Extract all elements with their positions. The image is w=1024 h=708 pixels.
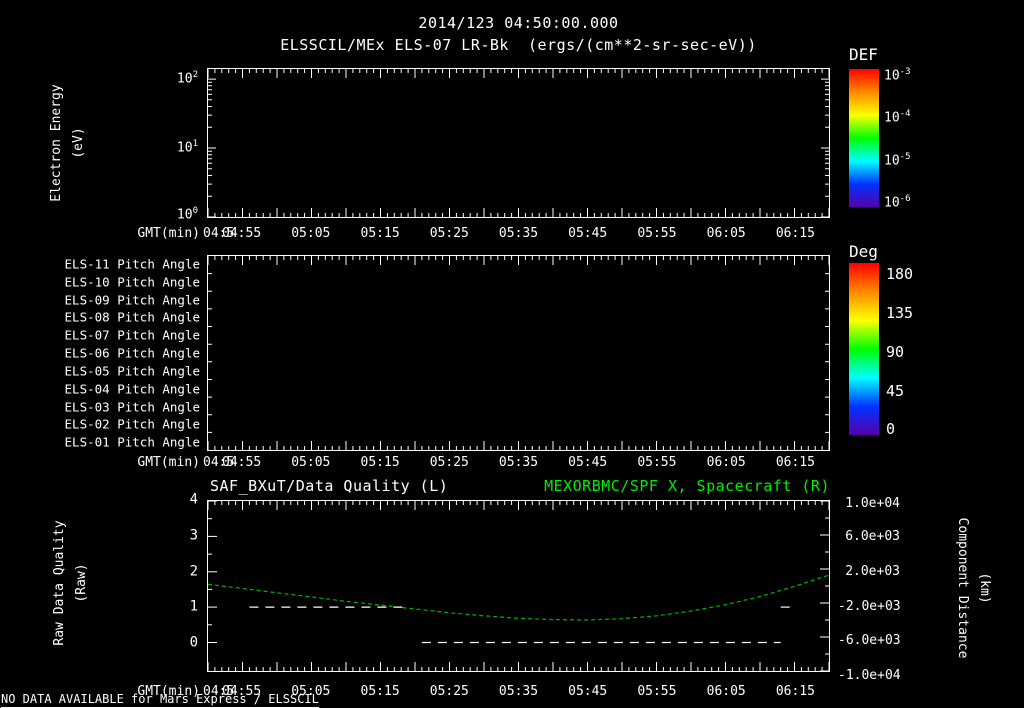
pitch-angle-row-label: ELS-09 Pitch Angle <box>64 292 200 307</box>
deg-colorbar-tick-label: 180 <box>886 264 914 283</box>
pitch-angle-row-label: ELS-10 Pitch Angle <box>64 274 200 290</box>
pitch-angle-row-label: ELS-11 Pitch Angle <box>64 256 200 272</box>
xaxis-tick-label: 06:15 <box>775 455 815 470</box>
plot-area <box>208 256 829 450</box>
xaxis-first-tick-label: 04:5 <box>203 684 235 699</box>
spacecraft-x-curve <box>208 574 829 621</box>
plot-area <box>208 69 829 217</box>
xaxis-row-panel3: GMT(min) 04:5 04:55 05:05 05:15 05:25 05:35 0… <box>0 684 1024 700</box>
deg-colorbar-title: Deg <box>849 242 878 261</box>
p3-left-ylabel-line2: (Raw) <box>73 563 89 603</box>
def-colorbar-tick-label: 10-5 <box>884 152 911 169</box>
p1-ylabel-line2: (eV) <box>70 127 86 159</box>
p3-left-tick-label: 3 <box>189 527 198 544</box>
def-colorbar <box>848 68 880 208</box>
xaxis-tick-label: 05:35 <box>498 684 539 699</box>
def-colorbar-tick-label: 10-6 <box>884 194 911 211</box>
xaxis-tick-label: 05:15 <box>360 684 400 699</box>
p3-right-ylabel-line1: Component Distance <box>955 517 971 659</box>
xaxis-title: GMT(min) <box>137 684 200 699</box>
xaxis-tick-label: 05:45 <box>568 226 608 241</box>
deg-colorbar-tick-label: 45 <box>886 381 905 400</box>
xaxis-tick-label: 05:55 <box>637 226 677 241</box>
xaxis-tick-label: 05:55 <box>637 684 677 699</box>
xaxis-tick-label: 05:15 <box>360 455 400 470</box>
xaxis-first-tick-label: 04:5 <box>203 226 235 241</box>
pitch-angle-row-label: ELS-05 Pitch Angle <box>64 363 200 379</box>
pitch-angle-row-label: ELS-07 Pitch Angle <box>64 327 200 343</box>
xaxis-tick-label: 05:45 <box>568 455 608 470</box>
deg-colorbar <box>848 262 880 436</box>
p3-right-tick-label: 1.0e+04 <box>845 495 900 511</box>
p3-left-tick-label: 2 <box>189 563 198 580</box>
deg-colorbar-tick-label: 135 <box>886 303 914 322</box>
p3-right-tick-label: -1.0e+04 <box>838 667 901 683</box>
p3-right-tick-label: -2.0e+03 <box>838 598 901 614</box>
p1-ylabel-line1: Electron Energy <box>48 84 64 202</box>
xaxis-title: GMT(min) <box>137 455 200 470</box>
p3-left-tick-label: 0 <box>189 634 198 651</box>
xaxis-tick-label: 06:05 <box>706 226 746 241</box>
p1-ytick-label: 102 <box>176 70 198 87</box>
deg-colorbar-tick-label: 0 <box>886 419 896 438</box>
xaxis-tick-label: 05:05 <box>291 684 331 699</box>
def-colorbar-title: DEF <box>849 45 878 64</box>
xaxis-tick-label: 05:25 <box>429 455 469 470</box>
p3-right-series-title: MEXORBMC/SPF X, Spacecraft (R) <box>544 477 830 495</box>
pitch-angle-row-label: ELS-03 Pitch Angle <box>64 399 200 414</box>
xaxis-tick-label: 06:15 <box>775 684 815 699</box>
def-colorbar-tick-label: 10-3 <box>884 67 911 84</box>
xaxis-tick-label: 05:55 <box>637 455 677 470</box>
p3-right-tick-label: -6.0e+03 <box>838 632 901 648</box>
pitch-angle-row-label: ELS-02 Pitch Angle <box>64 416 200 432</box>
xaxis-tick-label: 04:55 <box>222 684 262 699</box>
xaxis-tick-label: 05:45 <box>568 684 608 699</box>
p3-right-ylabel-line2: (km) <box>977 572 993 604</box>
plot-title: ELSSCIL/MEx ELS-07 LR-Bk (ergs/(cm**2-sr… <box>280 36 757 54</box>
p3-left-tick-label: 1 <box>189 598 198 615</box>
pitch-angle-row-label: ELS-04 Pitch Angle <box>64 381 200 397</box>
page-title-date: 2014/123 04:50:00.000 <box>418 14 619 32</box>
pitch-angle-row-label: ELS-01 Pitch Angle <box>64 434 200 450</box>
xaxis-row-panel2: GMT(min) 04:5 04:55 05:05 05:15 05:25 05:35 0… <box>0 455 1024 471</box>
xaxis-tick-label: 05:35 <box>498 226 539 241</box>
pitch-angle-panel <box>207 255 830 451</box>
xaxis-tick-label: 05:05 <box>291 226 331 241</box>
p3-right-tick-label: 6.0e+03 <box>845 528 900 544</box>
xaxis-tick-label: 05:15 <box>360 226 400 241</box>
p3-right-tick-label: 2.0e+03 <box>845 563 900 579</box>
pitch-angle-row-label: ELS-08 Pitch Angle <box>64 309 200 325</box>
xaxis-tick-label: 05:25 <box>429 684 469 699</box>
xaxis-title: GMT(min) <box>137 226 200 241</box>
xaxis-tick-label: 04:55 <box>222 455 262 470</box>
deg-colorbar-tick-label: 90 <box>886 342 905 361</box>
xaxis-tick-label: 05:05 <box>291 455 331 470</box>
plot-area <box>208 501 829 671</box>
xaxis-tick-label: 06:05 <box>706 455 746 470</box>
def-colorbar-tick-label: 10-4 <box>884 109 911 126</box>
no-data-message: NO DATA AVAILABLE for Mars Express / ELS… <box>1 692 319 708</box>
data-quality-distance-panel <box>207 500 830 672</box>
p3-left-ylabel-line1: Raw Data Quality <box>51 520 67 646</box>
xaxis-tick-label: 05:25 <box>429 226 469 241</box>
xaxis-tick-label: 06:05 <box>706 684 746 699</box>
xaxis-first-tick-label: 04:5 <box>203 455 235 470</box>
pitch-angle-row-label: ELS-06 Pitch Angle <box>64 345 200 361</box>
xaxis-tick-label: 04:55 <box>222 226 262 241</box>
xaxis-row-panel1: GMT(min) 04:5 04:55 05:05 05:15 05:25 05:35 0… <box>0 226 1024 242</box>
xaxis-tick-label: 05:35 <box>498 455 539 470</box>
p1-ytick-label: 101 <box>176 139 198 156</box>
energy-spectrogram-panel <box>207 68 830 218</box>
xaxis-tick-label: 06:15 <box>775 226 815 241</box>
p3-left-series-title: SAF_BXuT/Data Quality (L) <box>210 477 449 495</box>
p3-left-tick-label: 4 <box>189 491 198 508</box>
p1-ytick-label: 100 <box>176 206 198 223</box>
